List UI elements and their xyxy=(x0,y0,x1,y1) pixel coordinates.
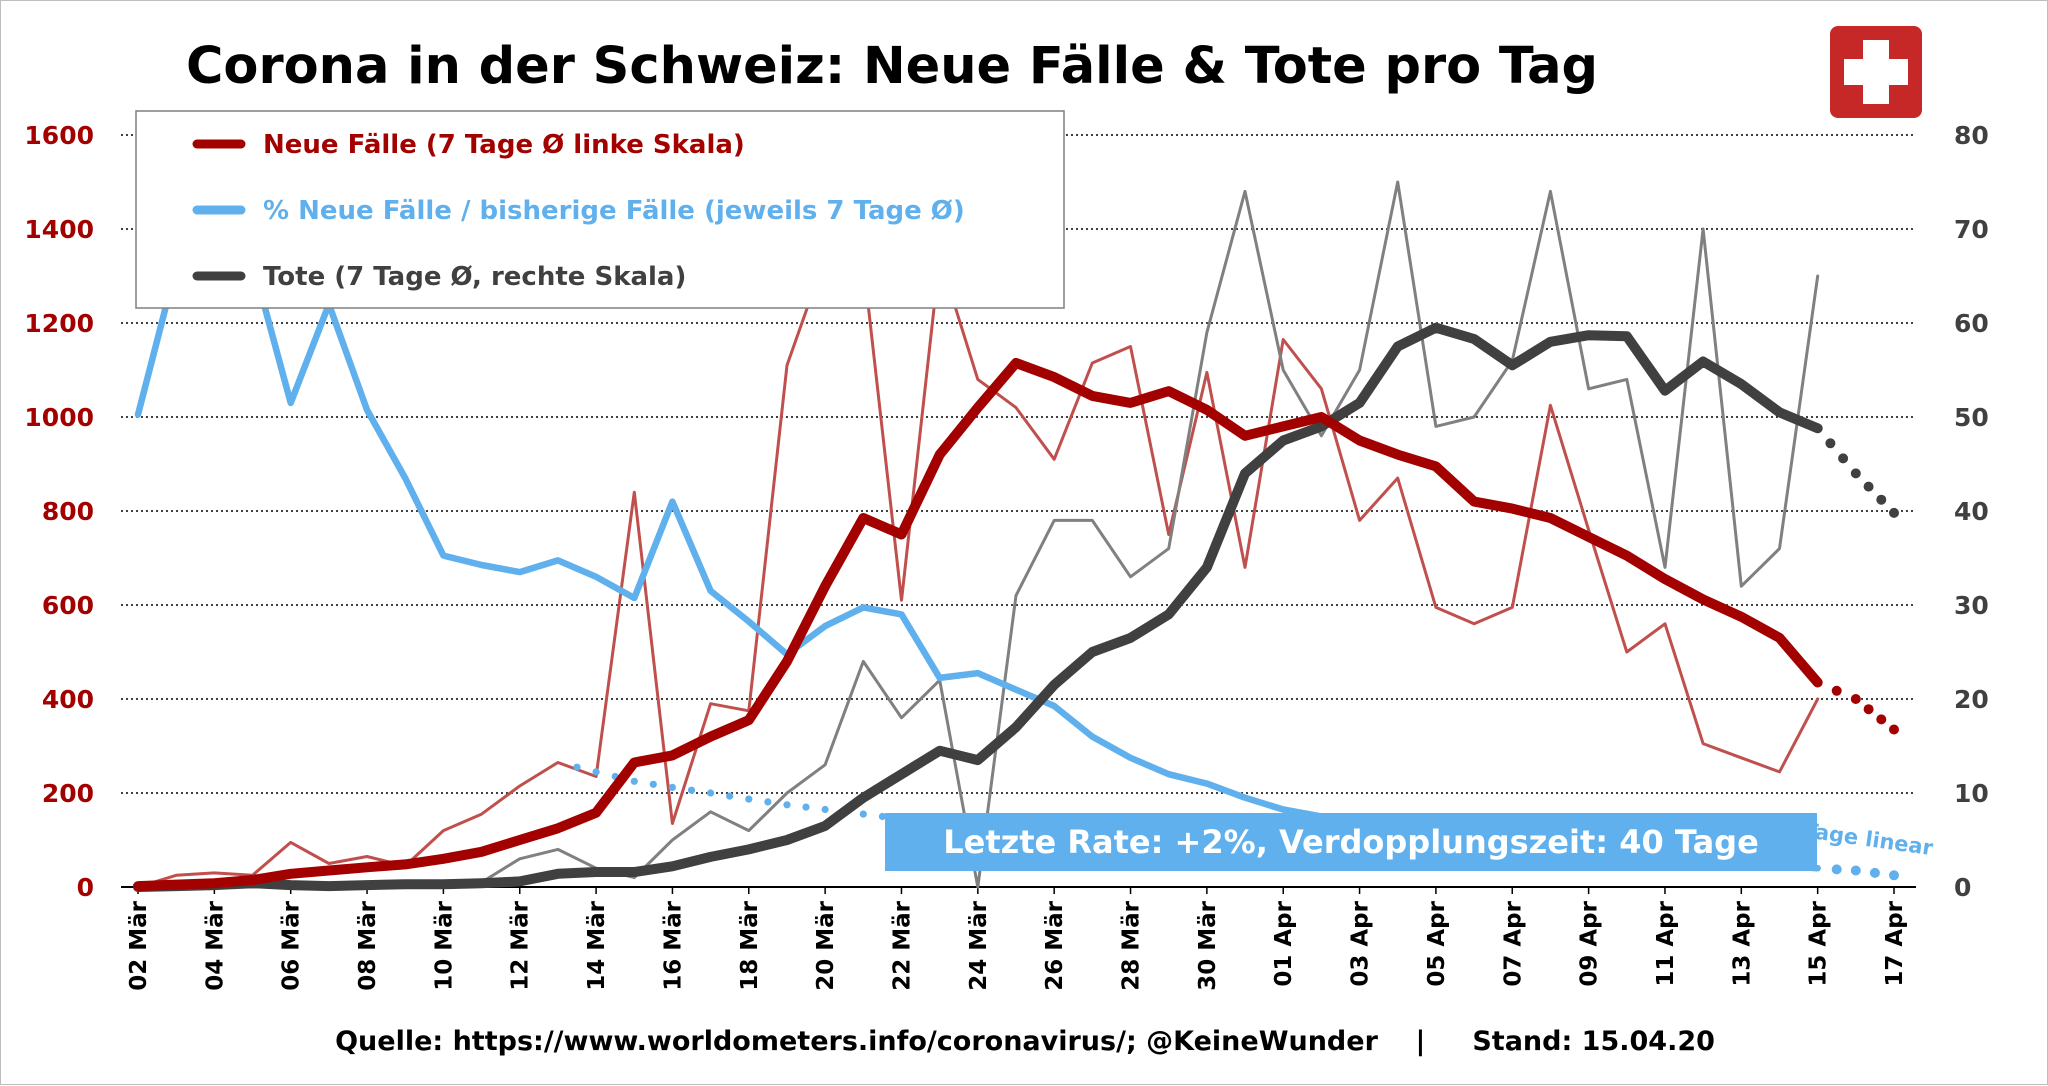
x-tick-label: 24 Mär xyxy=(966,900,992,990)
right-y-tick-label: 30 xyxy=(1954,591,1989,620)
right-y-tick-label: 80 xyxy=(1954,121,1989,150)
x-tick-label: 22 Mär xyxy=(889,900,915,990)
x-tick-label: 10 Mär xyxy=(431,900,457,990)
series-dot-neue-fa-lle-prognose xyxy=(1850,694,1861,704)
series-dot-neue-fa-lle-prognose xyxy=(1863,704,1874,715)
series-line-neue-fa-lle-7-tage-linke-skala xyxy=(133,358,1823,892)
series-dot-neue-fa-lle-prognose xyxy=(1889,870,1899,881)
x-tick-label: 20 Mär xyxy=(813,900,839,990)
series-dot-neue-fa-lle-linearer-trend xyxy=(783,801,791,809)
series-dot-neue-fa-lle-linearer-trend xyxy=(745,795,753,803)
x-tick-label: 02 Mär xyxy=(126,900,152,990)
left-y-tick-label: 0 xyxy=(77,873,94,902)
right-y-tick-label: 50 xyxy=(1954,403,1989,432)
left-y-tick-label: 1200 xyxy=(24,309,94,338)
right-y-axis: 0 10 20 30 40 50 60 70 80 xyxy=(1954,121,1989,902)
x-tick-label: 05 Apr xyxy=(1424,900,1450,986)
series-dot-neue-fa-lle-linearer-trend xyxy=(592,768,600,776)
series-dot-neue-fa-lle-linearer-trend xyxy=(878,812,887,821)
series-dot-neue-fa-lle-prognose xyxy=(1889,724,1899,735)
series-line-tote-7-tage-rechte-skala xyxy=(133,322,1823,892)
annotation-box: Letzte Rate: +2%, Verdopplungszeit: 40 T… xyxy=(885,813,1817,871)
gridlines xyxy=(121,134,1916,794)
series-dot-tote-prognose xyxy=(1889,507,1899,518)
series-dot-neue-fa-lle-linearer-trend xyxy=(726,792,734,800)
legend-label: Tote (7 Tage Ø, rechte Skala) xyxy=(263,262,686,292)
series-dot-tote-prognose xyxy=(1850,468,1861,479)
series-dot-tote-prognose xyxy=(1863,481,1874,492)
right-y-tick-label: 0 xyxy=(1954,873,1971,902)
series-dot-neue-fa-lle-linearer-trend xyxy=(668,783,677,792)
series-dot-neue-fa-lle-prognose xyxy=(1876,714,1887,725)
series-dot-tote-prognose xyxy=(1825,438,1836,449)
x-tick-label: 13 Apr xyxy=(1729,900,1755,986)
series-dot-neue-fa-lle-prognose xyxy=(1831,864,1842,875)
series-dot-tote-prognose xyxy=(1876,494,1887,505)
x-axis: 02 Mär 04 Mär 06 Mär 08 Mär 10 Mär 12 Mär 14 M… xyxy=(121,886,1916,991)
legend-label: Neue Fälle (7 Tage Ø linke Skala) xyxy=(263,130,745,160)
series-line-neue-fa-lle-ta-glich xyxy=(136,255,1820,889)
right-y-tick-label: 70 xyxy=(1954,215,1989,244)
left-y-tick-label: 1600 xyxy=(24,121,94,150)
left-y-tick-label: 800 xyxy=(42,497,94,526)
x-tick-label: 01 Apr xyxy=(1271,900,1297,986)
x-tick-label: 07 Apr xyxy=(1500,900,1526,986)
left-y-tick-label: 200 xyxy=(42,779,94,808)
series-dot-tote-prognose xyxy=(1838,453,1849,464)
series-dot-neue-fa-lle-linearer-trend xyxy=(630,777,638,785)
series-dot-neue-fa-lle-linearer-trend xyxy=(859,810,867,818)
left-y-tick-label: 400 xyxy=(42,685,94,714)
chart-title: Corona in der Schweiz: Neue Fälle & Tote… xyxy=(186,37,1598,96)
x-tick-label: 30 Mär xyxy=(1195,900,1221,990)
x-tick-label: 17 Apr xyxy=(1882,900,1908,986)
series-dot-neue-fa-lle-linearer-trend xyxy=(764,798,772,806)
legend: Neue Fälle (7 Tage Ø linke Skala) % Neue … xyxy=(135,110,1065,309)
x-tick-label: 09 Apr xyxy=(1577,900,1603,986)
x-tick-label: 12 Mär xyxy=(508,900,534,990)
swiss-flag-icon xyxy=(1830,26,1922,118)
series-dot-neue-fa-lle-linearer-trend xyxy=(707,789,715,797)
right-y-tick-label: 10 xyxy=(1954,779,1989,808)
x-tick-label: 26 Mär xyxy=(1042,900,1068,990)
right-y-tick-label: 60 xyxy=(1954,309,1989,338)
series-dot-neue-fa-lle-prognose xyxy=(1869,867,1880,878)
x-tick-label: 14 Mär xyxy=(584,900,610,990)
series-dot-neue-fa-lle-linearer-trend xyxy=(573,763,581,771)
left-y-tick-label: 1000 xyxy=(24,403,94,432)
left-y-axis: 0 200 400 600 800 1000 1200 1400 1600 xyxy=(24,121,94,902)
right-y-tick-label: 40 xyxy=(1954,497,1989,526)
source-note: Quelle: https://www.worldometers.info/co… xyxy=(335,1026,1715,1057)
series-dot-neue-fa-lle-prognose xyxy=(1831,685,1842,696)
annotation-text: Letzte Rate: +2%, Verdopplungszeit: 40 T… xyxy=(943,823,1759,861)
series-dot-neue-fa-lle-prognose xyxy=(1850,865,1861,876)
series-dot-neue-fa-lle-linearer-trend xyxy=(649,780,657,788)
x-tick-label: 28 Mär xyxy=(1119,900,1145,990)
series-dot-neue-fa-lle-linearer-trend xyxy=(802,803,810,811)
x-tick-label: 06 Mär xyxy=(279,900,305,990)
x-tick-label: 15 Apr xyxy=(1806,900,1832,986)
series-layer xyxy=(133,180,1899,892)
series-dot-neue-fa-lle-linearer-trend xyxy=(687,786,696,794)
right-y-tick-label: 20 xyxy=(1954,685,1989,714)
x-tick-label: 18 Mär xyxy=(737,900,763,990)
x-tick-label: 16 Mär xyxy=(660,900,686,990)
legend-label: % Neue Fälle / bisherige Fälle (jeweils … xyxy=(263,196,965,226)
x-tick-label: 03 Apr xyxy=(1348,900,1374,986)
x-tick-label: 11 Apr xyxy=(1653,900,1679,986)
x-tick-label: 08 Mär xyxy=(355,900,381,990)
x-tick-label: 04 Mär xyxy=(202,900,228,990)
left-y-tick-label: 1400 xyxy=(24,215,94,244)
series-dot-neue-fa-lle-linearer-trend xyxy=(821,805,829,814)
left-y-tick-label: 600 xyxy=(42,591,94,620)
